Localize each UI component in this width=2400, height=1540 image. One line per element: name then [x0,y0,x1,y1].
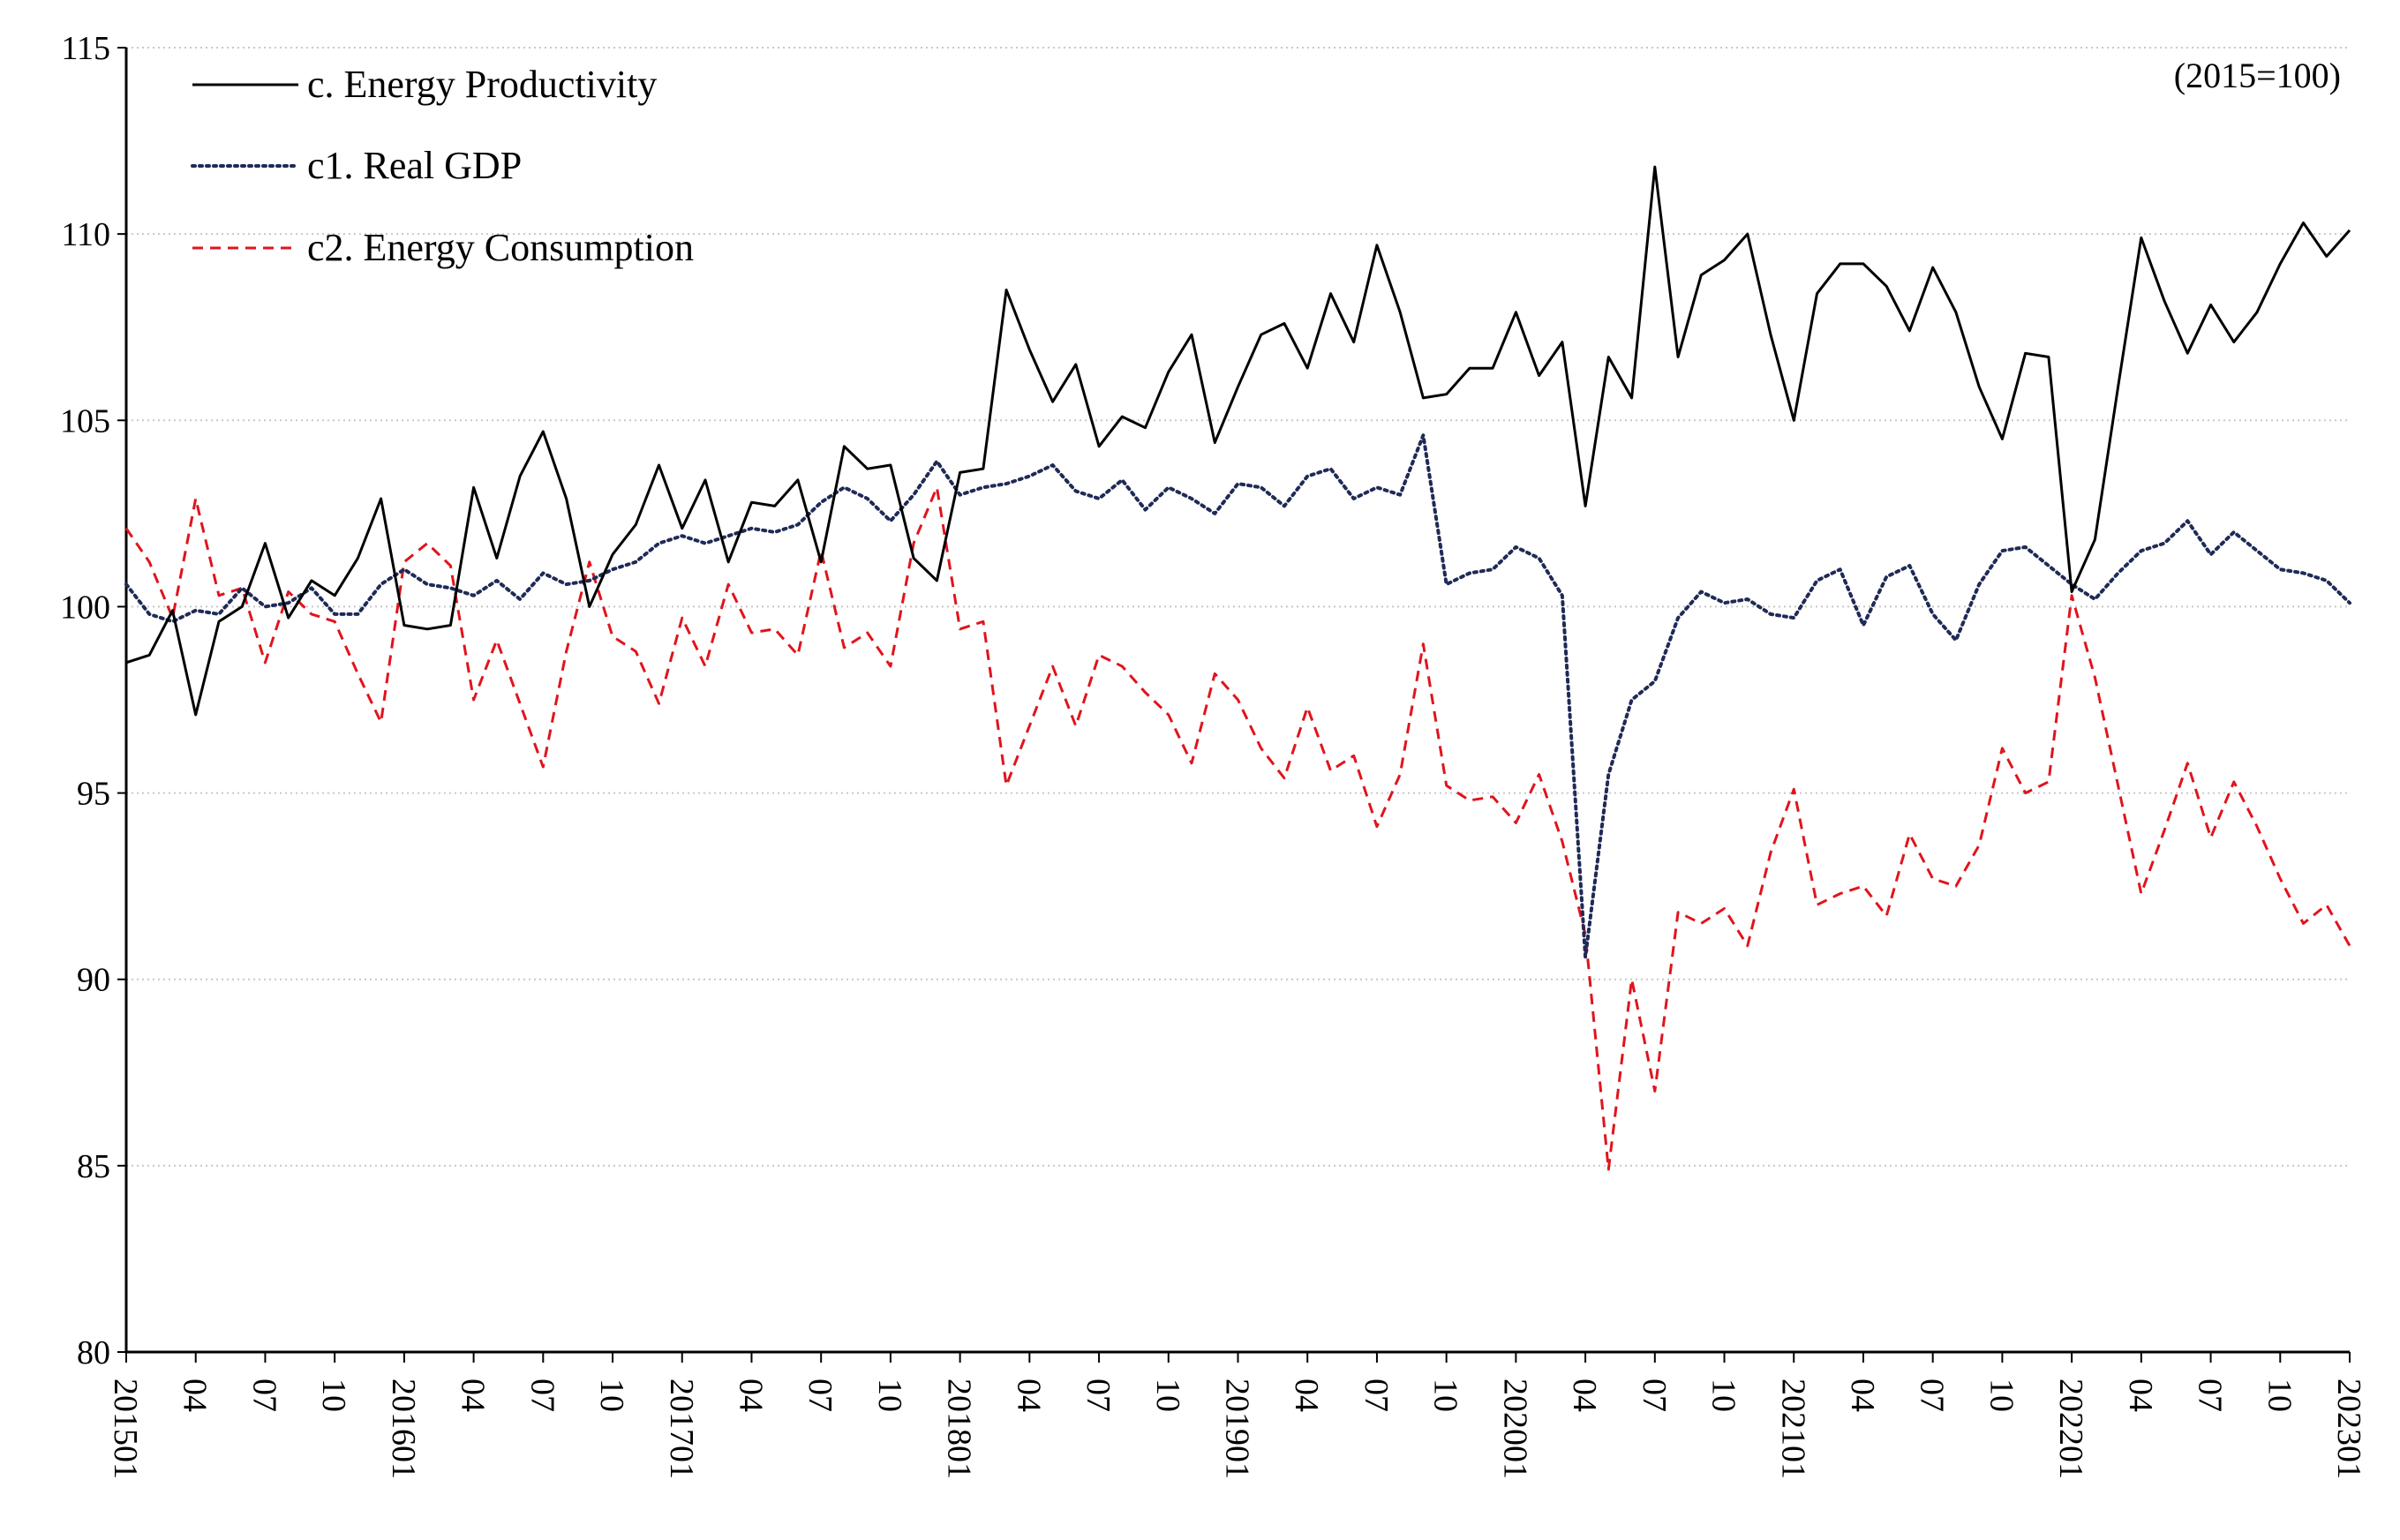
x-tick-label: 04 [1844,1378,1881,1412]
x-tick-label: 07 [245,1378,282,1412]
x-tick-label: 04 [177,1378,214,1412]
y-tick-label: 85 [77,1148,110,1185]
legend-label-energy-consumption: c2. Energy Consumption [307,226,694,269]
x-tick-label: 201501 [107,1378,144,1479]
x-tick-label: 07 [1358,1378,1395,1412]
series-line-energy-productivity [125,165,2351,717]
x-tick-label: 10 [1427,1378,1464,1412]
x-tick-label: 07 [1636,1378,1673,1412]
x-tick-label: 07 [801,1378,839,1412]
y-tick-label: 100 [60,589,110,626]
x-tick-label: 10 [1705,1378,1742,1412]
series-line-real-gdp [124,433,2351,959]
x-tick-label: 04 [1288,1378,1325,1412]
grid-lines [126,47,2350,1167]
x-tick-label: 201601 [385,1378,422,1479]
legend-label-real-gdp: c1. Real GDP [307,144,522,187]
x-tick-label: 202201 [2052,1378,2089,1479]
legend: c. Energy Productivity c1. Real GDP c2. … [191,63,694,269]
x-tick-label: 07 [523,1378,561,1412]
x-tick-label: 201901 [1219,1378,1256,1479]
x-tick-label: 202301 [2330,1378,2367,1479]
y-tick-label: 105 [60,402,110,439]
x-tick-label: 04 [1010,1378,1047,1412]
x-tick-label: 202001 [1496,1378,1533,1479]
x-tick-label: 10 [593,1378,630,1412]
data-series [124,165,2351,1171]
x-tick-labels: 201501 04 07 10 201601 04 07 10 201701 04 07 10 2018… [107,1352,2367,1479]
x-tick-label: 10 [2261,1378,2298,1412]
x-tick-label: 202101 [1774,1378,1811,1479]
y-tick-label: 110 [61,216,110,253]
y-tick-label: 90 [77,962,110,999]
x-tick-label: 04 [732,1378,769,1412]
x-tick-label: 04 [1566,1378,1603,1412]
y-tick-label: 80 [77,1334,110,1371]
x-tick-label: 07 [1914,1378,1951,1412]
x-tick-label: 10 [871,1378,908,1412]
series-line-energy-consumption [124,485,2351,1171]
x-tick-label: 201801 [941,1378,978,1479]
x-tick-label: 07 [2192,1378,2229,1412]
x-tick-label: 201701 [663,1378,700,1479]
x-tick-label: 10 [1149,1378,1186,1412]
y-tick-label: 115 [61,30,110,67]
legend-label-energy-productivity: c. Energy Productivity [307,63,657,106]
x-tick-label: 10 [1982,1378,2020,1412]
x-tick-label: 07 [1080,1378,1117,1412]
base-year-note: (2015=100) [2174,56,2341,95]
y-tick-label: 95 [77,776,110,813]
x-tick-label: 04 [2122,1378,2159,1412]
y-tick-labels: 80 85 90 95 100 105 110 115 [60,30,126,1371]
x-tick-label: 04 [455,1378,492,1412]
x-tick-label: 10 [315,1378,352,1412]
